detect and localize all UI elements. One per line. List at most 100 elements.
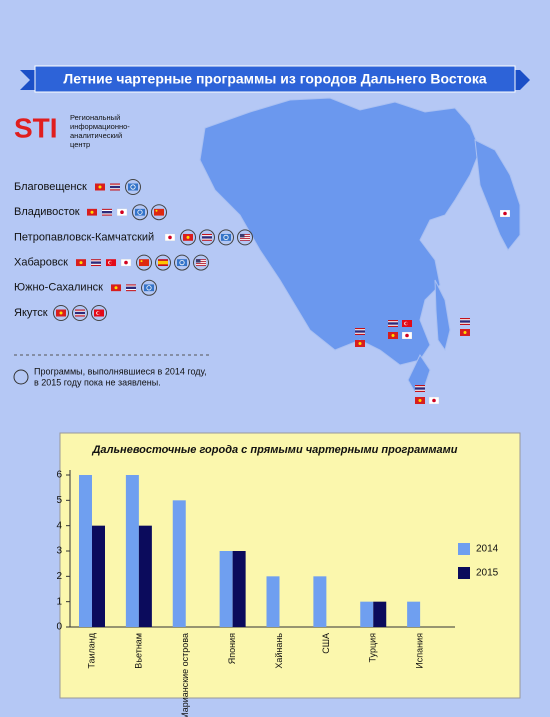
flag	[196, 259, 206, 267]
flag-ring	[132, 204, 148, 221]
flag	[500, 210, 510, 217]
legend-label: 2014	[476, 544, 499, 555]
flag-ring	[237, 229, 253, 246]
y-tick-label: 5	[56, 495, 62, 506]
y-tick-label: 4	[56, 520, 62, 531]
flag	[126, 284, 136, 292]
legend-label: 2015	[476, 568, 499, 579]
bar	[313, 576, 327, 627]
x-tick-label: Вьетнам	[133, 633, 143, 669]
org-line: центр	[70, 140, 90, 149]
bar	[79, 475, 92, 627]
flag	[91, 259, 101, 267]
flag	[95, 183, 105, 191]
city-name: Хабаровск	[14, 257, 68, 269]
flag	[135, 208, 145, 216]
bar	[360, 601, 374, 627]
flag	[111, 284, 121, 292]
flag	[128, 183, 138, 191]
flag	[202, 233, 212, 241]
bar	[172, 500, 186, 627]
flag	[402, 320, 412, 327]
x-tick-label: Хайнань	[274, 633, 284, 669]
flag-ring	[199, 229, 215, 246]
bar	[92, 525, 105, 627]
x-tick-label: Марианские острова	[180, 633, 190, 717]
flag	[460, 329, 470, 336]
flag	[158, 259, 168, 267]
org-line: информационно-	[70, 122, 130, 131]
x-tick-label: Таиланд	[86, 632, 96, 668]
flag-ring	[151, 204, 167, 221]
flag	[460, 318, 470, 325]
flag	[177, 259, 187, 267]
flag	[144, 284, 154, 292]
chart-title: Дальневосточные города с прямыми чартерн…	[91, 444, 457, 456]
bar	[219, 551, 233, 627]
flag	[56, 309, 66, 317]
flag-ring	[53, 305, 69, 321]
flag-ring	[174, 254, 190, 271]
bar	[407, 601, 421, 627]
y-tick-label: 6	[56, 470, 62, 481]
bar	[232, 551, 246, 627]
flag	[94, 309, 104, 317]
note-line: в 2015 году пока не заявлены.	[34, 377, 161, 387]
bar	[266, 576, 280, 627]
city-name: Южно-Сахалинск	[14, 282, 103, 294]
note-line: Программы, выполнявшиеся в 2014 году,	[34, 366, 207, 376]
y-tick-label: 3	[56, 546, 62, 557]
city-name: Якутск	[14, 307, 48, 319]
flag-ring	[141, 279, 157, 296]
flag	[429, 397, 439, 404]
flag	[355, 328, 365, 335]
y-tick-label: 1	[56, 596, 62, 607]
flag-ring	[180, 229, 196, 246]
legend-swatch	[458, 567, 470, 579]
flag	[121, 259, 131, 267]
bar	[125, 475, 139, 627]
flag	[75, 309, 85, 317]
flag	[221, 233, 231, 241]
logo: STI	[14, 112, 58, 143]
page-title: Летние чартерные программы из городов Да…	[63, 71, 486, 87]
flag	[76, 259, 86, 267]
org-line: Региональный	[70, 113, 120, 122]
flag	[415, 397, 425, 404]
y-tick-label: 0	[56, 622, 62, 633]
legend-swatch	[458, 543, 470, 555]
flag	[388, 320, 398, 327]
flag-ring	[125, 179, 141, 195]
flag	[139, 259, 149, 267]
x-tick-label: Испания	[415, 633, 425, 669]
org-line: аналитический	[70, 131, 122, 140]
flag-ring	[136, 254, 152, 271]
flag	[102, 208, 112, 216]
flag-ring	[193, 254, 209, 271]
flag	[388, 332, 398, 339]
flag	[355, 340, 365, 347]
flag	[106, 259, 116, 267]
flag-ring	[155, 254, 171, 271]
x-tick-label: США	[321, 633, 331, 654]
bar	[373, 601, 387, 627]
chart: 0 1 2 3 4 5 6 Таиланд Вьетнам Марианские острова Я…	[56, 470, 498, 717]
city-name: Петропавловск-Камчатский	[14, 231, 154, 243]
city-name: Благовещенск	[14, 181, 87, 193]
flag	[165, 233, 175, 241]
bar	[138, 525, 152, 627]
x-tick-label: Япония	[227, 633, 237, 664]
map	[199, 97, 521, 393]
city-name: Владивосток	[14, 206, 80, 218]
flag-ring	[91, 305, 107, 321]
flag	[240, 233, 250, 241]
y-tick-label: 2	[56, 571, 62, 582]
flag	[110, 183, 120, 191]
org-name: Региональныйинформационно-аналитическийц…	[70, 113, 130, 149]
flag	[87, 208, 97, 216]
flag-ring	[72, 305, 88, 321]
city-list: Благовещенск Владивосток Петропавловск-Кам…	[14, 179, 253, 321]
note-icon	[13, 369, 29, 385]
